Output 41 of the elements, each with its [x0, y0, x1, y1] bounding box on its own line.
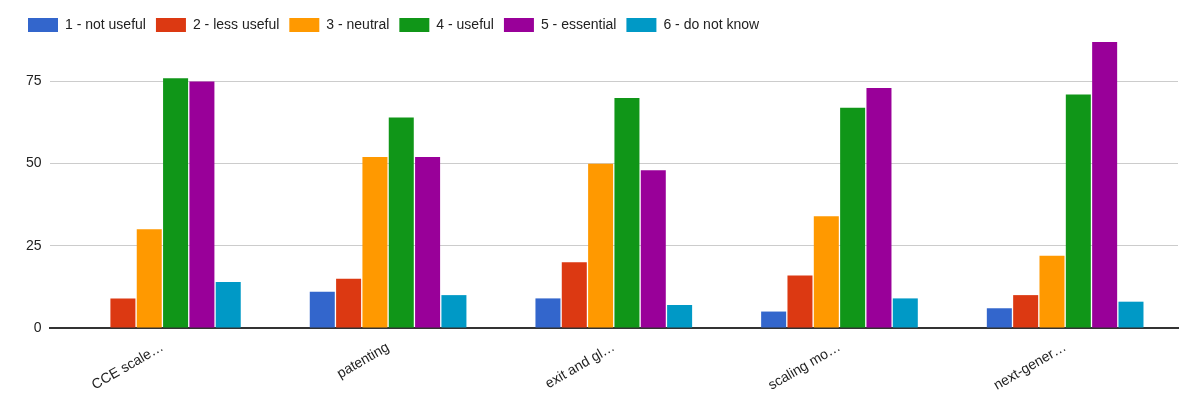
legend-label: 6 - do not know — [663, 15, 761, 32]
bar — [309, 291, 335, 328]
bar — [136, 229, 162, 328]
bar — [189, 81, 215, 328]
legend-label: 4 - useful — [436, 15, 494, 32]
legend-label: 3 - neutral — [326, 15, 390, 32]
bar — [362, 157, 388, 328]
bar — [667, 304, 693, 328]
bar — [761, 311, 787, 328]
bar — [215, 281, 241, 328]
bar — [388, 117, 414, 328]
bar — [336, 278, 362, 328]
y-tick-label: 25 — [25, 236, 42, 253]
bar — [588, 163, 614, 328]
bar — [561, 262, 587, 328]
bar — [787, 275, 813, 328]
bar — [813, 216, 839, 328]
x-tick-label: exit and gl… — [541, 338, 618, 392]
bar — [110, 298, 136, 328]
bar — [415, 157, 441, 328]
bar — [614, 97, 640, 328]
legend-label: 2 - less useful — [192, 15, 280, 32]
bar — [986, 308, 1012, 328]
y-tick-label: 50 — [25, 154, 42, 171]
bar — [840, 107, 866, 328]
legend-label: 1 - not useful — [65, 15, 146, 32]
y-tick-label: 75 — [25, 72, 42, 89]
bar — [1092, 42, 1118, 328]
bar — [1118, 301, 1144, 328]
bar — [441, 295, 467, 328]
bar — [892, 298, 918, 328]
bar — [1013, 295, 1039, 328]
legend-label: 5 - essential — [540, 15, 617, 32]
bar — [163, 78, 189, 328]
bar — [1065, 94, 1091, 328]
bar — [1039, 255, 1065, 328]
bar — [866, 88, 892, 328]
x-tick-label: CCE scale… — [88, 338, 166, 393]
bar — [535, 298, 561, 328]
y-tick-label: 0 — [33, 318, 42, 335]
bar — [640, 170, 666, 328]
